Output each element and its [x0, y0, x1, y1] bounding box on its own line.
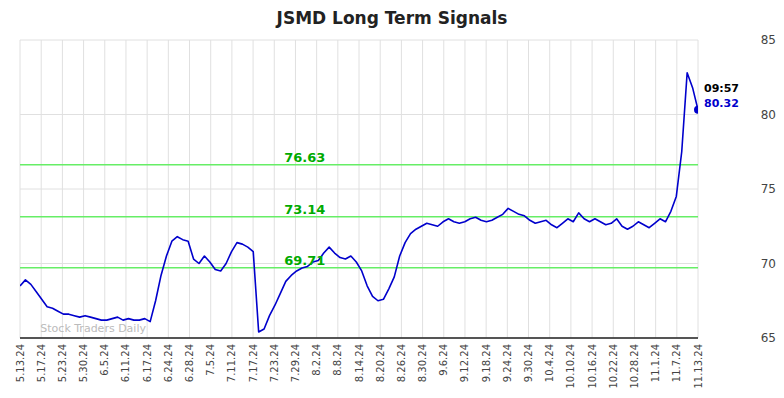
watermark: Stock Traders Daily	[40, 322, 146, 335]
x-tick-label: 7.23.24	[269, 344, 280, 382]
x-grid-line	[253, 40, 254, 338]
horizontal-line-label: 69.71	[284, 253, 325, 268]
x-grid-line	[507, 40, 508, 338]
x-tick-label: 5.30.24	[78, 344, 89, 382]
x-grid-line	[380, 40, 381, 338]
x-tick-label: 8.20.24	[375, 344, 386, 382]
background	[0, 0, 784, 398]
x-grid-line	[189, 40, 190, 338]
x-grid-line	[316, 40, 317, 338]
chart: JSMD Long Term Signals 65 70 75 80 85 5.13.24 5…	[0, 0, 784, 398]
x-tick-label: 10.4.24	[544, 344, 555, 382]
series	[20, 73, 698, 332]
x-grid-line	[698, 40, 699, 338]
annotation-price: 80.32	[704, 97, 739, 110]
x-tick-label: 9.24.24	[502, 344, 513, 382]
grid	[20, 40, 698, 338]
x-tick-label: 10.16.24	[587, 344, 598, 389]
horizontal-line	[20, 216, 698, 218]
annotation-time: 09:57	[704, 82, 739, 95]
x-grid-line	[83, 40, 84, 338]
y-tick-label: 75	[761, 182, 776, 196]
x-tick-label: 6.17.24	[142, 344, 153, 382]
x-grid-line	[337, 40, 338, 338]
x-grid-line	[634, 40, 635, 338]
x-grid-line	[210, 40, 211, 338]
x-grid-line	[41, 40, 42, 338]
x-tick-label: 6.11.24	[120, 344, 131, 382]
x-tick-label: 7.5.24	[205, 344, 216, 376]
y-grid-line	[20, 338, 698, 339]
x-tick-label: 9.18.24	[481, 344, 492, 382]
title: JSMD Long Term Signals	[276, 8, 508, 28]
x-grid-line	[613, 40, 614, 338]
y-tick-label: 70	[761, 257, 776, 271]
x-tick-label: 7.29.24	[290, 344, 301, 382]
x-grid-line	[655, 40, 656, 338]
horizontal-line-label: 73.14	[284, 202, 325, 217]
x-tick-label: 8.26.24	[396, 344, 407, 382]
x-grid-line	[104, 40, 105, 338]
y-tick-label: 85	[761, 33, 776, 47]
x-grid-line	[274, 40, 275, 338]
horizontal-lines	[20, 165, 698, 268]
x-grid-line	[168, 40, 169, 338]
x-grid-line	[231, 40, 232, 338]
x-grid-line	[62, 40, 63, 338]
y-tick-label: 65	[761, 331, 776, 345]
x-tick-label: 7.11.24	[226, 344, 237, 382]
x-grid-line	[147, 40, 148, 338]
x-tick-label: 9.12.24	[459, 344, 470, 382]
x-tick-label: 5.13.24	[15, 344, 26, 382]
x-grid-line	[570, 40, 571, 338]
x-axis-line	[20, 337, 698, 339]
x-grid-line	[528, 40, 529, 338]
x-tick-label: 9.30.24	[523, 344, 534, 382]
horizontal-line	[20, 164, 698, 166]
endpoint-dot	[694, 106, 698, 114]
x-grid-line	[359, 40, 360, 338]
x-grid-line	[592, 40, 593, 338]
x-tick-label: 8.30.24	[417, 344, 428, 382]
x-grid-line	[295, 40, 296, 338]
price-line	[20, 73, 698, 332]
x-tick-label: 11.1.24	[650, 344, 661, 382]
x-tick-label: 9.6.24	[438, 344, 449, 376]
x-tick-label: 10.22.24	[608, 344, 619, 389]
x-tick-label: 8.14.24	[354, 344, 365, 382]
x-tick-label: 8.8.24	[332, 344, 343, 376]
horizontal-line-label: 76.63	[284, 150, 325, 165]
x-tick-label: 10.10.24	[565, 344, 576, 389]
x-tick-label: 7.17.24	[248, 344, 259, 382]
x-grid-line	[443, 40, 444, 338]
x-grid-line	[464, 40, 465, 338]
x-tick-label: 10.28.24	[629, 344, 640, 389]
x-grid-line	[20, 40, 21, 338]
x-tick-label: 6.5.24	[99, 344, 110, 376]
x-tick-label: 5.23.24	[57, 344, 68, 382]
x-grid-line	[401, 40, 402, 338]
x-tick-label: 11.7.24	[671, 344, 682, 382]
x-tick-label: 6.24.24	[163, 344, 174, 382]
x-tick-label: 6.28.24	[184, 344, 195, 382]
x-grid-line	[486, 40, 487, 338]
x-grid-line	[549, 40, 550, 338]
x-grid-line	[422, 40, 423, 338]
x-tick-label: 8.2.24	[311, 344, 322, 376]
x-tick-label: 5.17.24	[36, 344, 47, 382]
x-grid-line	[125, 40, 126, 338]
y-tick-label: 80	[761, 108, 776, 122]
x-tick-label: 11.13.24	[693, 344, 704, 389]
